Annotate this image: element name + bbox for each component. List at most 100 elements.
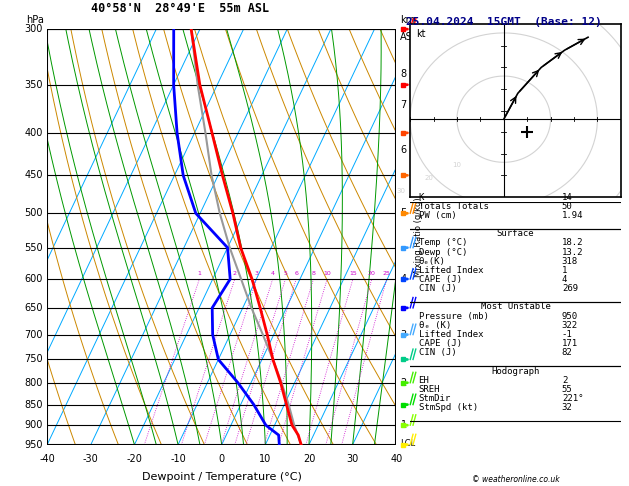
Text: 13.2: 13.2 xyxy=(562,247,583,257)
Text: PW (cm): PW (cm) xyxy=(418,211,456,220)
Text: Temperature: Temperature xyxy=(443,34,492,43)
Text: 40: 40 xyxy=(390,454,403,464)
Text: 171: 171 xyxy=(562,339,578,348)
Text: 7: 7 xyxy=(401,100,407,110)
Text: K: K xyxy=(418,192,424,202)
Text: 32: 32 xyxy=(562,403,572,412)
Text: Isotherm: Isotherm xyxy=(443,93,477,102)
Text: EH: EH xyxy=(418,376,429,385)
Text: StmSpd (kt): StmSpd (kt) xyxy=(418,403,477,412)
Text: 20: 20 xyxy=(425,174,433,181)
Text: 2: 2 xyxy=(401,378,407,388)
Text: CIN (J): CIN (J) xyxy=(418,348,456,357)
Text: 2: 2 xyxy=(233,271,237,276)
Text: 550: 550 xyxy=(25,243,43,253)
Text: CAPE (J): CAPE (J) xyxy=(418,275,462,284)
Text: 0: 0 xyxy=(219,454,225,464)
Text: Parcel Trajectory: Parcel Trajectory xyxy=(443,58,506,67)
Text: © weatheronline.co.uk: © weatheronline.co.uk xyxy=(472,474,560,484)
Text: 500: 500 xyxy=(25,208,43,218)
Text: 800: 800 xyxy=(25,378,43,388)
Text: Surface: Surface xyxy=(497,229,534,238)
Text: 4: 4 xyxy=(401,274,406,284)
Text: Lifted Index: Lifted Index xyxy=(418,266,483,275)
Text: Mixing Ratio: Mixing Ratio xyxy=(443,105,491,114)
Text: 2: 2 xyxy=(562,376,567,385)
Text: Most Unstable: Most Unstable xyxy=(481,302,550,312)
Text: hPa: hPa xyxy=(26,15,44,25)
Text: 30: 30 xyxy=(396,188,405,193)
Text: 950: 950 xyxy=(25,440,43,450)
Text: -1: -1 xyxy=(562,330,572,339)
Text: 40°58'N  28°49'E  55m ASL: 40°58'N 28°49'E 55m ASL xyxy=(91,1,269,15)
Text: 50: 50 xyxy=(562,202,572,211)
Text: 6: 6 xyxy=(294,271,298,276)
Text: 1: 1 xyxy=(401,420,406,430)
Text: Dewp (°C): Dewp (°C) xyxy=(418,247,467,257)
Text: 15: 15 xyxy=(349,271,357,276)
Text: 269: 269 xyxy=(562,284,578,293)
Text: 318: 318 xyxy=(562,257,578,266)
Text: ASL: ASL xyxy=(400,32,418,42)
Text: 400: 400 xyxy=(25,128,43,138)
Text: LCL: LCL xyxy=(401,439,416,448)
Text: 1.94: 1.94 xyxy=(562,211,583,220)
Text: 900: 900 xyxy=(25,420,43,430)
Text: 25.04.2024  15GMT  (Base: 12): 25.04.2024 15GMT (Base: 12) xyxy=(406,17,601,27)
Text: Dewpoint: Dewpoint xyxy=(443,46,479,55)
Text: 82: 82 xyxy=(562,348,572,357)
Text: 4: 4 xyxy=(562,275,567,284)
Text: Mixing Ratio (g/kg): Mixing Ratio (g/kg) xyxy=(415,197,423,277)
Text: Dewpoint / Temperature (°C): Dewpoint / Temperature (°C) xyxy=(142,472,302,482)
Text: 25: 25 xyxy=(383,271,391,276)
Text: 8: 8 xyxy=(311,271,315,276)
Text: 20: 20 xyxy=(368,271,376,276)
Text: Temp (°C): Temp (°C) xyxy=(418,238,467,247)
Text: Lifted Index: Lifted Index xyxy=(418,330,483,339)
Text: 750: 750 xyxy=(25,354,43,364)
Text: 5: 5 xyxy=(284,271,287,276)
Text: 3: 3 xyxy=(255,271,259,276)
Text: 20: 20 xyxy=(303,454,315,464)
Text: 700: 700 xyxy=(25,330,43,340)
Text: 14: 14 xyxy=(562,192,572,202)
Text: kt: kt xyxy=(416,30,426,39)
Text: 300: 300 xyxy=(25,24,43,34)
Text: -30: -30 xyxy=(83,454,99,464)
Text: 10: 10 xyxy=(323,271,331,276)
Text: 1: 1 xyxy=(198,271,201,276)
Text: 18.2: 18.2 xyxy=(562,238,583,247)
Text: Pressure (mb): Pressure (mb) xyxy=(418,312,488,321)
Text: SREH: SREH xyxy=(418,385,440,394)
Text: 850: 850 xyxy=(25,399,43,410)
Text: 10: 10 xyxy=(452,162,462,168)
Text: 4: 4 xyxy=(270,271,275,276)
Text: Totals Totals: Totals Totals xyxy=(418,202,488,211)
Text: θₑ (K): θₑ (K) xyxy=(418,321,451,330)
Text: 600: 600 xyxy=(25,274,43,284)
Text: 1: 1 xyxy=(562,266,567,275)
Text: 55: 55 xyxy=(562,385,572,394)
Text: 221°: 221° xyxy=(562,394,583,403)
Text: 3: 3 xyxy=(401,330,406,340)
Text: 322: 322 xyxy=(562,321,578,330)
Text: 30: 30 xyxy=(347,454,359,464)
Text: StmDir: StmDir xyxy=(418,394,451,403)
Text: 450: 450 xyxy=(25,170,43,180)
Text: 650: 650 xyxy=(25,303,43,313)
Text: 8: 8 xyxy=(401,69,406,79)
Text: 5: 5 xyxy=(401,208,407,218)
Text: 10: 10 xyxy=(259,454,272,464)
Text: -20: -20 xyxy=(126,454,142,464)
Text: Hodograph: Hodograph xyxy=(491,366,540,376)
Text: -10: -10 xyxy=(170,454,186,464)
Text: 350: 350 xyxy=(25,80,43,90)
Text: CAPE (J): CAPE (J) xyxy=(418,339,462,348)
Text: θₑ(K): θₑ(K) xyxy=(418,257,445,266)
Text: Dry Adiabat: Dry Adiabat xyxy=(443,69,489,79)
Text: 950: 950 xyxy=(562,312,578,321)
Text: CIN (J): CIN (J) xyxy=(418,284,456,293)
Text: -40: -40 xyxy=(39,454,55,464)
Text: Wet Adiabat: Wet Adiabat xyxy=(443,82,490,90)
Text: 6: 6 xyxy=(401,145,406,156)
